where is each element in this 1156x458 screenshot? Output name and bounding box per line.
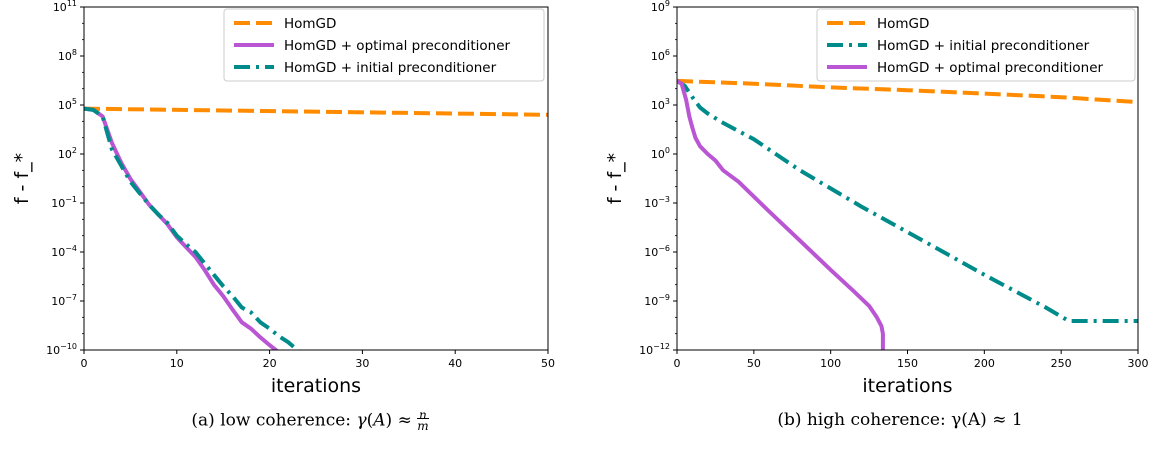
y-tick-label: 109 [651, 0, 670, 14]
y-tick-label: 103 [651, 97, 670, 112]
x-tick-label: 100 [820, 357, 841, 370]
x-tick-label: 0 [81, 357, 88, 370]
y-tick-label: 10−12 [639, 342, 670, 357]
series-line-2 [677, 79, 885, 350]
series-line-2 [84, 106, 301, 350]
plot-low-coherence: 0 10 20 30 40 50 10−10 10−7 10−4 10−1 102 105 108 101… [11, 0, 555, 397]
y-axis-label: f - f_* [604, 153, 626, 204]
axes-frame [83, 6, 549, 351]
legend-label: HomGD + initial preconditioner [877, 38, 1090, 54]
legend-label: HomGD + optimal preconditioner [284, 38, 511, 54]
x-tick-label: 250 [1051, 357, 1072, 370]
series-line-1 [84, 106, 279, 350]
y-tick-label: 10−6 [644, 244, 670, 259]
x-tick-label: 50 [747, 357, 761, 370]
legend: HomGD HomGD + initial preconditioner HomGD… [816, 8, 1136, 82]
x-tick-label: 50 [541, 357, 555, 370]
x-tick-label: 10 [170, 357, 184, 370]
y-tick-label: 105 [58, 97, 77, 112]
x-tick-label: 30 [355, 357, 369, 370]
y-tick-label: 106 [651, 48, 670, 63]
x-axis-label: iterations [862, 375, 952, 397]
series-line-0 [84, 106, 548, 117]
legend-label: HomGD + optimal preconditioner [877, 60, 1104, 76]
legend-label: HomGD [284, 16, 336, 32]
y-tick-label: 10−4 [51, 244, 77, 259]
x-tick-label: 150 [897, 357, 918, 370]
x-tick-label: 20 [263, 357, 277, 370]
y-tick-label: 100 [651, 146, 670, 161]
y-tick-label: 10−10 [46, 342, 77, 357]
y-tick-label: 10−3 [644, 195, 670, 210]
legend-label: HomGD + initial preconditioner [284, 60, 497, 76]
caption-high-coherence: (b) high coherence: γ(A) ≈ 1 [777, 410, 1023, 430]
y-axis-label: f - f_* [11, 153, 33, 204]
x-tick-label: 0 [674, 357, 681, 370]
x-tick-label: 40 [448, 357, 462, 370]
y-tick-label: 10−1 [51, 195, 77, 210]
y-tick-label: 108 [58, 48, 77, 63]
x-axis-label: iterations [271, 375, 361, 397]
y-tick-label: 102 [58, 146, 77, 161]
y-tick-label: 10−7 [51, 293, 77, 308]
series-line-0 [677, 78, 1138, 105]
y-tick-label: 1011 [53, 0, 77, 14]
x-tick-label: 200 [974, 357, 995, 370]
y-tick-label: 10−9 [644, 293, 670, 308]
legend-label: HomGD [877, 16, 929, 32]
legend: HomGD HomGD + optimal preconditioner HomGD… [223, 8, 545, 82]
series-line-1 [677, 79, 1138, 323]
plot-high-coherence: 0 50 100 150 200 250 300 10−12 10−9 10−6 10−3 100 10… [604, 0, 1149, 397]
x-tick-label: 300 [1128, 357, 1149, 370]
